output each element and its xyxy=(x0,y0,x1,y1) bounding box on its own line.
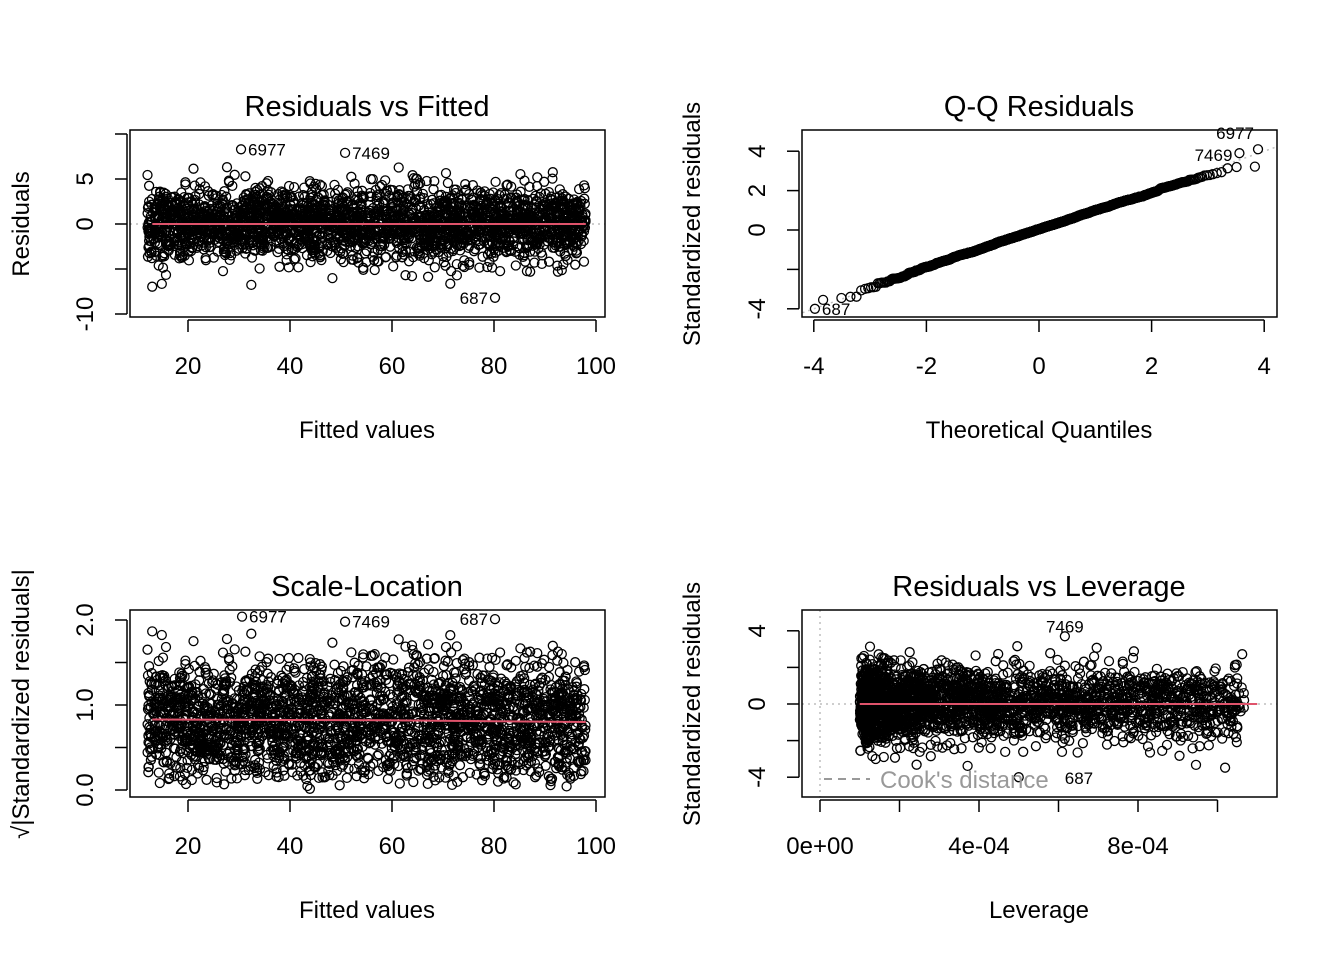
data-point xyxy=(241,172,250,181)
y-tick-label: 5 xyxy=(72,172,99,185)
panel-title: Residuals vs Fitted xyxy=(245,91,490,123)
data-point xyxy=(452,260,461,269)
x-tick-label: 60 xyxy=(379,353,406,380)
data-point xyxy=(328,274,337,283)
point-label: 687 xyxy=(460,289,488,308)
point-label: 7469 xyxy=(352,144,390,163)
x-tick-label: 20 xyxy=(175,353,202,380)
data-point xyxy=(189,164,198,173)
data-point xyxy=(491,177,500,186)
panel-residuals-vs-fitted: Residuals vs Fitted Fitted values Residu… xyxy=(8,91,616,444)
data-point xyxy=(446,279,455,288)
data-point xyxy=(219,267,228,276)
data-point xyxy=(496,267,505,276)
data-point xyxy=(370,266,379,275)
y-axis-label: Residuals xyxy=(8,171,35,276)
labeled-point xyxy=(341,148,350,157)
data-point xyxy=(516,170,525,179)
data-point xyxy=(148,282,157,291)
data-point xyxy=(533,173,542,182)
data-point xyxy=(230,170,239,179)
y-tick-label: 0 xyxy=(72,217,99,230)
x-tick-label: 100 xyxy=(576,353,616,380)
data-point xyxy=(443,179,452,188)
panel-title: Q-Q Residuals xyxy=(944,91,1134,123)
data-point xyxy=(441,261,450,270)
data-point xyxy=(548,174,557,183)
data-point xyxy=(264,177,273,186)
data-point xyxy=(389,262,398,271)
data-point xyxy=(430,263,439,272)
data-points xyxy=(130,145,605,302)
data-point xyxy=(511,261,520,270)
data-point xyxy=(181,178,190,187)
data-point xyxy=(273,248,282,257)
data-point xyxy=(520,176,529,185)
data-point xyxy=(223,163,232,172)
x-tick-label: 80 xyxy=(481,353,508,380)
labeled-point xyxy=(237,145,246,154)
x-axis-label: Fitted values xyxy=(299,417,435,444)
y-axis-label: Standardized residuals xyxy=(679,102,706,346)
point-label: 6977 xyxy=(248,140,286,159)
data-point xyxy=(247,280,256,289)
data-point xyxy=(852,292,861,301)
data-point xyxy=(143,171,152,180)
x-axis-label: Theoretical Quantiles xyxy=(926,417,1153,444)
data-point xyxy=(401,271,410,280)
x-tick-label: 40 xyxy=(277,353,304,380)
data-point xyxy=(255,264,264,273)
y-tick-label: -10 xyxy=(72,297,99,332)
data-point xyxy=(157,279,166,288)
data-point xyxy=(424,272,433,281)
data-point xyxy=(275,262,284,271)
data-point xyxy=(580,257,589,266)
data-point xyxy=(306,258,315,267)
labeled-point xyxy=(491,293,500,302)
data-point xyxy=(394,163,403,172)
data-point xyxy=(442,169,451,178)
panel-qq-residuals: Q-Q Residuals Theoretical Quantiles Stan… xyxy=(679,91,1281,444)
data-points xyxy=(797,145,1281,315)
